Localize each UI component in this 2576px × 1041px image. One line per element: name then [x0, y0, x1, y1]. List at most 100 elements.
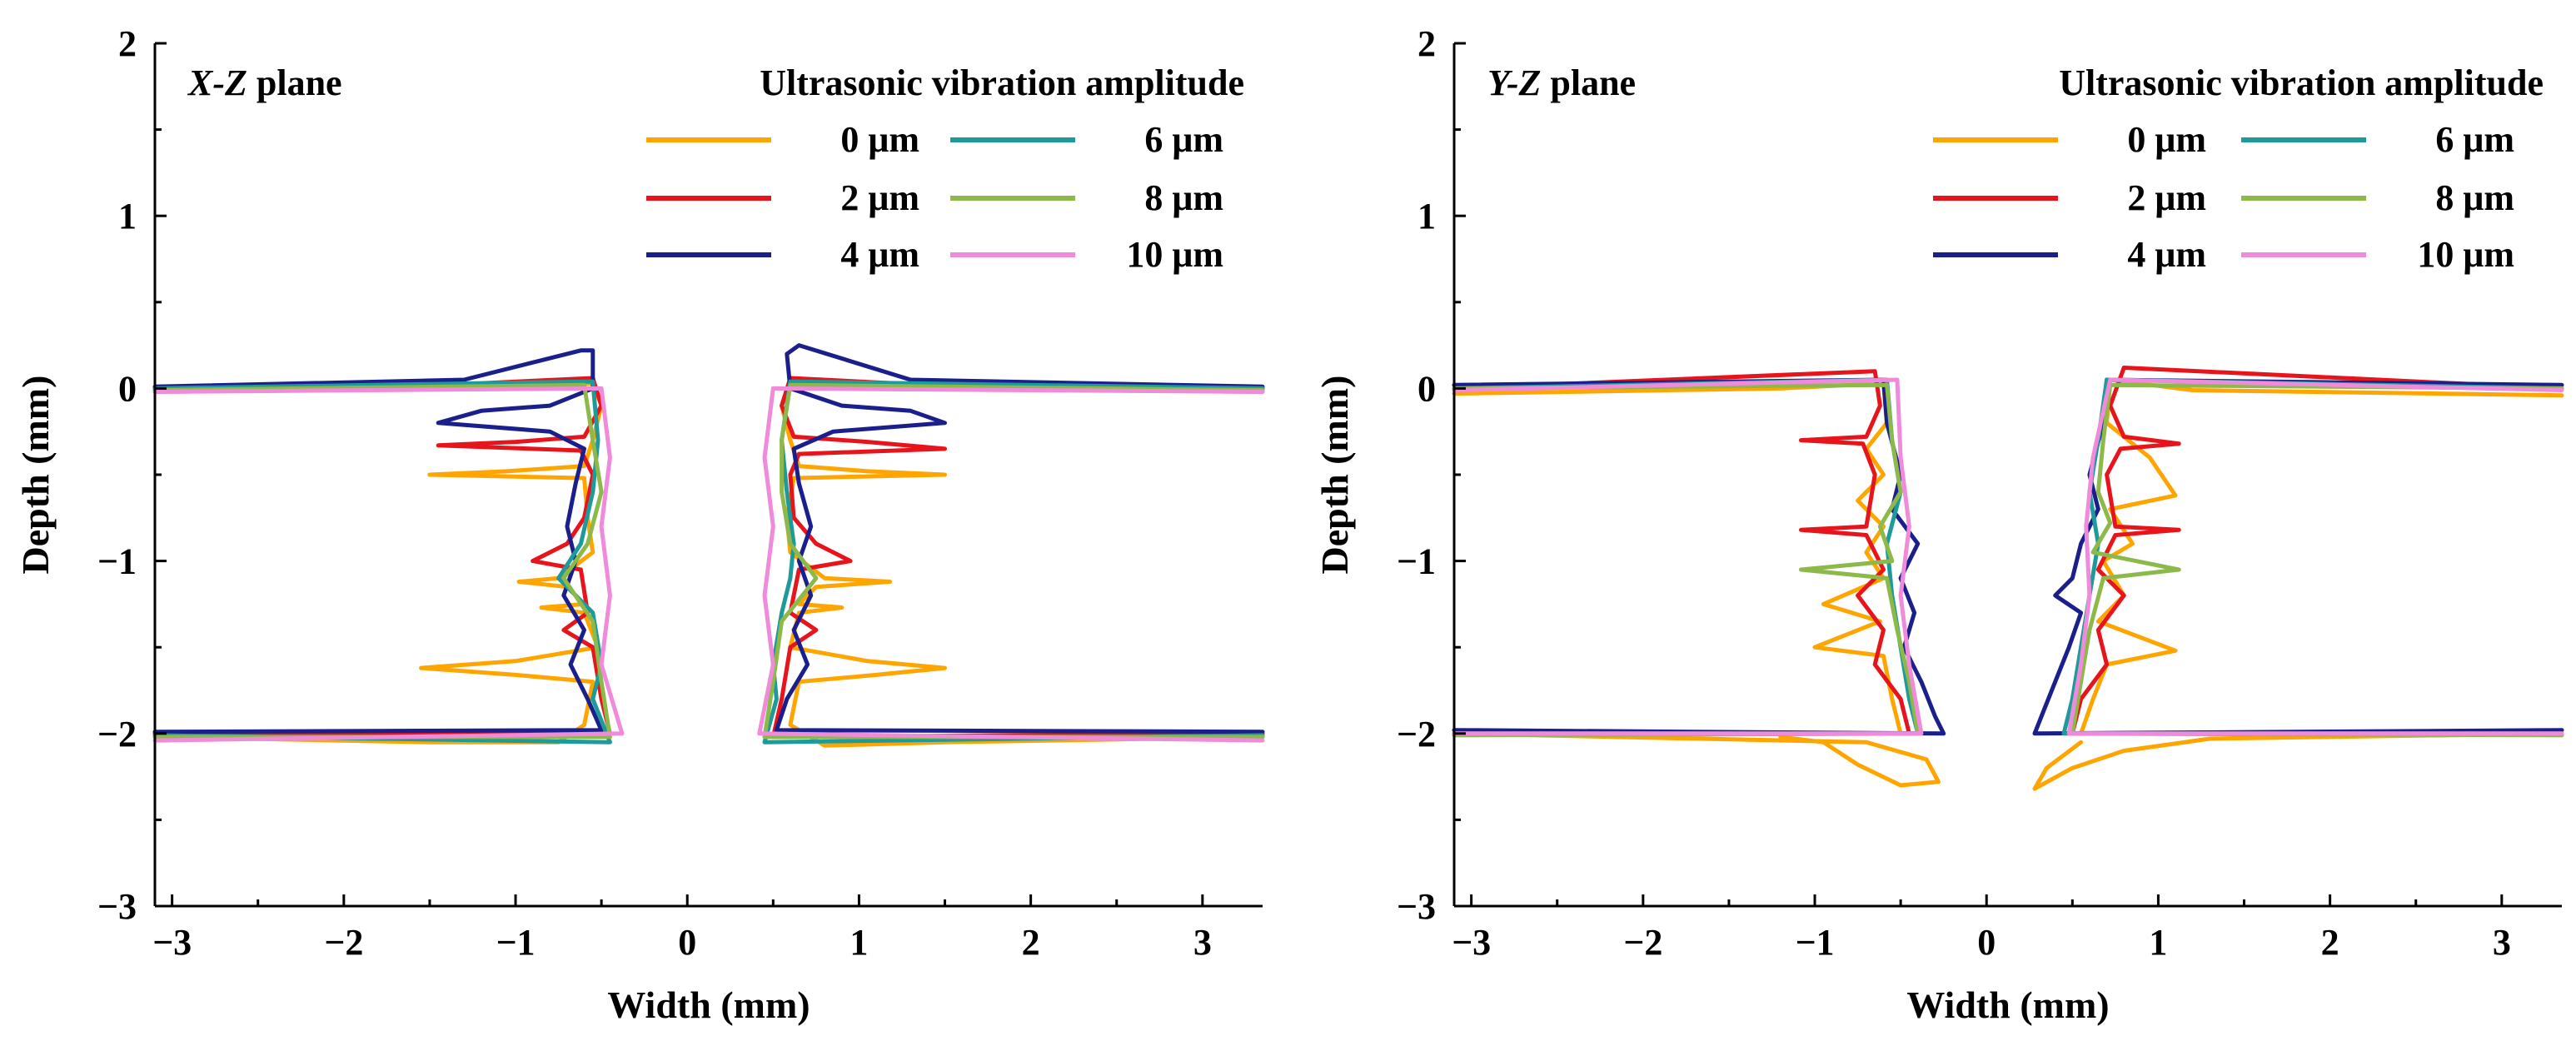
- series-0: [1452, 377, 2564, 791]
- legend-label: 4 μm: [2127, 234, 2206, 275]
- y-tick-label: −1: [1397, 541, 1436, 582]
- legend-item-0: 0 μm: [646, 119, 919, 160]
- series-1: [152, 376, 1265, 740]
- y-axis-title: Depth (mm): [14, 376, 57, 575]
- legend-label: 6 μm: [1144, 119, 1223, 160]
- legend-item-2: 4 μm: [1933, 234, 2206, 275]
- x-tick-label: 3: [1193, 922, 1212, 963]
- series-line-1-0: [1452, 369, 1911, 736]
- y-tick-label: 0: [118, 368, 137, 409]
- y-tick-label: −3: [1397, 886, 1436, 927]
- y-tick-label: −1: [97, 541, 137, 582]
- x-tick-label: −1: [1795, 922, 1834, 963]
- series-line-2-1: [774, 343, 1265, 735]
- x-tick-label: −1: [496, 922, 535, 963]
- legend-label: 8 μm: [1144, 177, 1223, 218]
- series-5: [1452, 377, 2564, 736]
- chart-panel-left: −3 −2 −1 0 1 2 −3 −2 −1 0 1 2 3 Width (mm) Depth (mm) X…: [14, 23, 1265, 1026]
- legend-item-3: 6 μm: [2241, 119, 2514, 160]
- series-line-5-1: [2066, 377, 2564, 736]
- legend-label: 10 μm: [1126, 234, 1223, 275]
- series-2: [152, 343, 1265, 735]
- plane-label: X-Z plane: [187, 62, 342, 103]
- x-tick-label: −2: [324, 922, 363, 963]
- legend-label: 2 μm: [2127, 177, 2206, 218]
- plane-label-suffix: plane: [1541, 62, 1636, 103]
- series-4: [152, 382, 1265, 740]
- legend-item-3: 6 μm: [950, 119, 1223, 160]
- series-line-3-1: [2061, 377, 2564, 736]
- legend-item-4: 8 μm: [2241, 177, 2514, 218]
- legend-label: 10 μm: [2417, 234, 2514, 275]
- series-line-0-1: [2032, 377, 2564, 791]
- series-line-3-0: [1452, 377, 1921, 736]
- series-line-4-1: [2070, 382, 2564, 738]
- plane-label-suffix: plane: [247, 62, 342, 103]
- legend-title: Ultrasonic vibration amplitude: [760, 62, 1244, 103]
- legend-item-1: 2 μm: [1933, 177, 2206, 218]
- plane-label-axes: X-Z: [187, 62, 247, 103]
- x-axis-title: Width (mm): [607, 984, 810, 1026]
- series-line-2-0: [1452, 377, 1946, 736]
- x-tick-label: 0: [1977, 922, 1996, 963]
- legend-label: 4 μm: [840, 234, 919, 275]
- x-tick-label: 1: [2149, 922, 2167, 963]
- series-1: [1452, 366, 2564, 736]
- legend-item-1: 2 μm: [646, 177, 919, 218]
- series-line-1-1: [2070, 366, 2564, 736]
- series-line-4-1: [762, 382, 1265, 740]
- x-tick-label: −3: [1452, 922, 1491, 963]
- series-4: [1452, 382, 2564, 738]
- x-tick-label: 3: [2493, 922, 2511, 963]
- legend-label: 6 μm: [2435, 119, 2514, 160]
- series-line-1-0: [152, 376, 612, 736]
- y-tick-label: −2: [97, 714, 137, 755]
- y-tick-label: 1: [118, 196, 137, 237]
- x-axis-title: Width (mm): [1906, 984, 2109, 1026]
- x-tick-label: −2: [1623, 922, 1662, 963]
- legend-label: 0 μm: [2127, 119, 2206, 160]
- legend-label: 8 μm: [2435, 177, 2514, 218]
- legend-item-5: 10 μm: [2241, 234, 2514, 275]
- chart-panel-right: −3 −2 −1 0 1 2 −3 −2 −1 0 1 2 3 Width (mm) Depth (mm) Y…: [1313, 23, 2564, 1026]
- legend: Ultrasonic vibration amplitude 0 μm 2 μm 4 …: [646, 62, 1244, 275]
- legend-item-2: 4 μm: [646, 234, 919, 275]
- y-tick-label: −2: [1397, 714, 1436, 755]
- series-line-0-0: [1452, 381, 1941, 788]
- y-tick-label: 2: [118, 23, 137, 64]
- series-line-2-0: [152, 348, 604, 735]
- x-tick-label: 0: [678, 922, 696, 963]
- plane-label: Y-Z plane: [1487, 62, 1636, 103]
- legend-item-4: 8 μm: [950, 177, 1223, 218]
- y-axis-title: Depth (mm): [1313, 376, 1356, 575]
- x-tick-label: 2: [2321, 922, 2339, 963]
- series-line-5-0: [1452, 377, 1924, 736]
- legend-label: 0 μm: [840, 119, 919, 160]
- series-3: [1452, 377, 2564, 736]
- legend-label: 2 μm: [840, 177, 919, 218]
- series-line-4-0: [152, 382, 612, 740]
- y-tick-label: 0: [1418, 368, 1436, 409]
- plot-area: [152, 343, 1265, 748]
- series-0: [152, 381, 1265, 748]
- x-tick-label: 1: [850, 922, 868, 963]
- series-line-1-1: [770, 376, 1265, 740]
- series-line-5-1: [757, 386, 1265, 743]
- series-5: [152, 386, 1265, 743]
- series-3: [152, 379, 1265, 745]
- series-2: [1452, 377, 2564, 736]
- y-tick-label: 1: [1418, 196, 1436, 237]
- legend-item-0: 0 μm: [1933, 119, 2206, 160]
- legend-item-5: 10 μm: [950, 234, 1223, 275]
- series-line-0-1: [780, 381, 1265, 748]
- series-line-4-0: [1452, 382, 1921, 738]
- y-tick-label: 2: [1418, 23, 1436, 64]
- x-tick-label: −3: [152, 922, 192, 963]
- plane-label-axes: Y-Z: [1487, 62, 1541, 103]
- series-line-5-0: [152, 386, 625, 743]
- plot-area: [1452, 366, 2564, 791]
- y-tick-label: −3: [97, 886, 137, 927]
- legend-title: Ultrasonic vibration amplitude: [2059, 62, 2544, 103]
- series-line-3-0: [152, 379, 612, 745]
